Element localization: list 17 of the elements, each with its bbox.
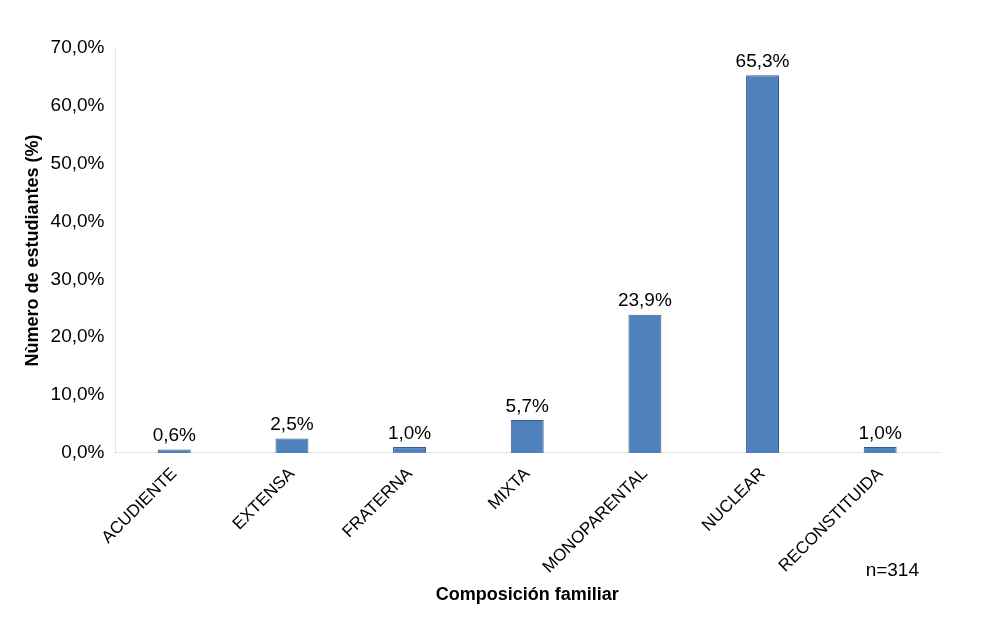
y-axis-title: Nùmero de estudiantes (%) — [21, 134, 42, 367]
y-tick-label: 40,0% — [50, 209, 105, 231]
y-tick-label: 0,0% — [61, 441, 105, 463]
y-tick-label: 70,0% — [50, 36, 105, 58]
data-label: 0,6% — [152, 424, 197, 446]
x-axis-title: Composición familiar — [435, 584, 619, 605]
y-tick-label: 20,0% — [50, 325, 105, 347]
y-tick-label: 50,0% — [50, 151, 105, 173]
data-label: 5,7% — [505, 394, 549, 416]
data-label: 23,9% — [617, 289, 672, 311]
data-label: 1,0% — [858, 421, 902, 443]
y-tick-label: 30,0% — [50, 267, 105, 289]
data-label: 65,3% — [735, 49, 790, 71]
data-label: 2,5% — [270, 413, 314, 435]
data-label: 1,0% — [387, 421, 432, 443]
y-tick-label: 60,0% — [50, 94, 105, 116]
y-tick-label: 10,0% — [50, 383, 105, 405]
